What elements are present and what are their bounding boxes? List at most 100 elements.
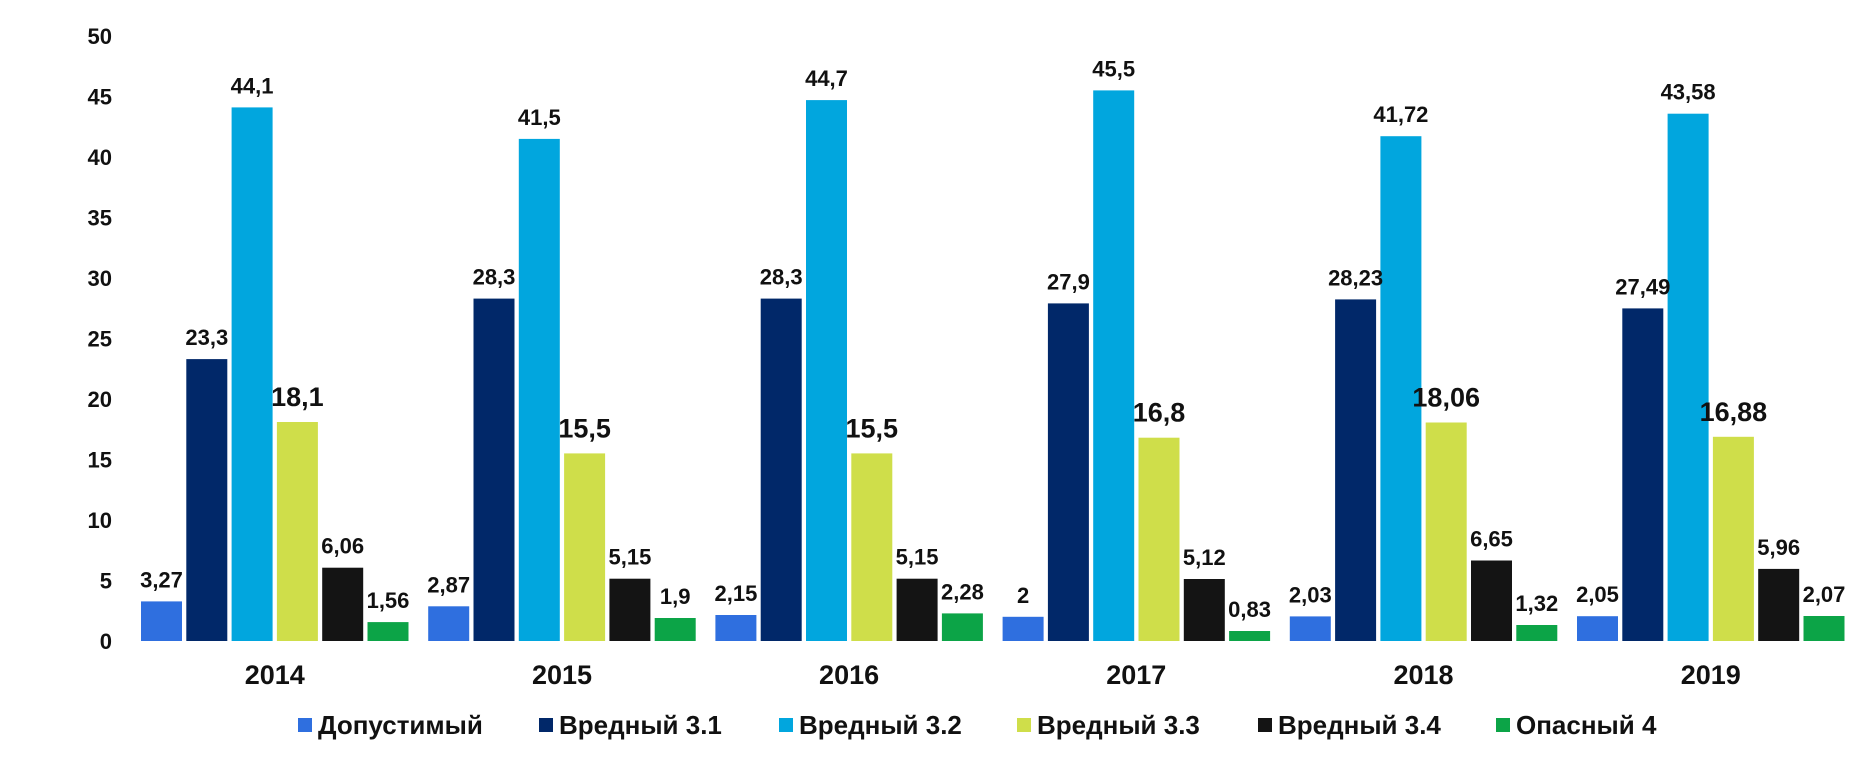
bar (1425, 422, 1467, 641)
y-tick-label: 20 (88, 387, 112, 412)
x-tick-label: 2018 (1393, 660, 1453, 690)
legend-entry: Вредный 3.1 (559, 710, 722, 740)
data-label: 18,06 (1412, 383, 1480, 413)
bar (1667, 113, 1709, 641)
legend-swatch (539, 718, 553, 732)
bar (564, 453, 606, 641)
data-label: 44,1 (231, 73, 274, 98)
bar (760, 298, 802, 641)
legend-entry: Допустимый (318, 710, 483, 740)
bar (1516, 625, 1558, 641)
data-label: 1,56 (367, 588, 410, 613)
data-label: 1,9 (660, 584, 691, 609)
x-tick-label: 2019 (1681, 660, 1741, 690)
x-tick-label: 2017 (1106, 660, 1166, 690)
data-label: 18,1 (271, 382, 324, 412)
x-tick-label: 2014 (245, 660, 305, 690)
data-label: 15,5 (558, 413, 611, 443)
bar (851, 453, 893, 641)
bar (141, 601, 182, 641)
bar (1758, 568, 1800, 641)
bar (654, 618, 696, 641)
y-tick-label: 30 (88, 266, 112, 291)
bar (1138, 437, 1180, 641)
y-tick-label: 0 (100, 629, 112, 654)
value-labels: 3,27 23,3 44,1 18,1 6,06 1,56 2,87 28,3 41,5 15,5… (140, 56, 1845, 622)
data-label: 28,3 (760, 265, 803, 290)
bar (806, 100, 847, 642)
data-label: 3,27 (140, 567, 183, 592)
bar (1622, 308, 1664, 641)
bar (231, 107, 273, 641)
y-tick-label: 25 (88, 327, 112, 352)
y-tick-label: 35 (88, 206, 112, 231)
bar (1380, 136, 1422, 641)
legend-swatch (1258, 718, 1272, 732)
bar (1803, 616, 1845, 641)
data-label: 5,15 (896, 545, 939, 570)
y-axis: 0 5 10 15 20 25 30 35 40 45 50 (88, 24, 112, 654)
data-label: 5,15 (608, 545, 651, 570)
data-label: 2 (1017, 583, 1029, 608)
y-tick-label: 5 (100, 569, 112, 594)
y-tick-label: 15 (88, 448, 112, 473)
data-label: 2,87 (427, 572, 470, 597)
legend-swatch (1017, 718, 1031, 732)
legend-entry: Вредный 3.4 (1278, 710, 1441, 740)
data-label: 16,8 (1133, 398, 1186, 428)
bar (367, 622, 409, 641)
y-tick-label: 40 (88, 145, 112, 170)
bar (1471, 560, 1512, 641)
bar (1002, 616, 1044, 641)
data-label: 41,72 (1373, 102, 1428, 127)
data-label: 2,28 (941, 579, 984, 604)
bar (1047, 303, 1089, 641)
x-tick-label: 2015 (532, 660, 592, 690)
y-tick-label: 45 (88, 85, 112, 110)
x-axis: 2014 2015 2016 2017 2018 2019 (245, 660, 1741, 690)
legend-entry: Вредный 3.3 (1037, 710, 1200, 740)
bar (428, 606, 470, 641)
bar (896, 578, 938, 641)
data-label: 0,83 (1228, 597, 1271, 622)
data-label: 28,3 (473, 265, 516, 290)
bar (322, 567, 364, 641)
bar (1183, 579, 1225, 641)
legend-swatch (1496, 718, 1510, 732)
data-label: 2,03 (1289, 582, 1332, 607)
bar (609, 578, 651, 641)
bar (518, 138, 560, 641)
data-label: 5,96 (1757, 535, 1800, 560)
data-label: 6,65 (1470, 527, 1513, 552)
data-label: 41,5 (518, 105, 561, 130)
data-label: 28,23 (1328, 265, 1383, 290)
data-label: 2,15 (714, 581, 757, 606)
legend: Допустимый Вредный 3.1 Вредный 3.2 Вредный … (298, 710, 1657, 740)
data-label: 1,32 (1515, 591, 1558, 616)
data-label: 43,58 (1661, 80, 1716, 105)
bar (1712, 436, 1754, 641)
data-label: 2,05 (1576, 582, 1619, 607)
bar (1335, 299, 1377, 641)
data-label: 44,7 (805, 66, 848, 91)
legend-swatch (779, 718, 793, 732)
data-label: 5,12 (1183, 545, 1226, 570)
y-tick-label: 10 (88, 508, 112, 533)
bar (1289, 616, 1331, 641)
x-tick-label: 2016 (819, 660, 879, 690)
legend-entry: Вредный 3.2 (799, 710, 962, 740)
legend-swatch (298, 718, 312, 732)
data-label: 15,5 (846, 413, 899, 443)
data-label: 6,06 (321, 534, 364, 559)
bar (276, 422, 318, 641)
legend-entry: Опасный 4 (1516, 710, 1657, 740)
bar (1577, 616, 1618, 641)
data-label: 27,49 (1615, 274, 1670, 299)
bar (473, 298, 515, 641)
data-label: 23,3 (185, 325, 228, 350)
bar (715, 615, 757, 641)
data-label: 2,07 (1803, 582, 1846, 607)
bar (941, 613, 983, 641)
data-label: 45,5 (1092, 56, 1135, 81)
